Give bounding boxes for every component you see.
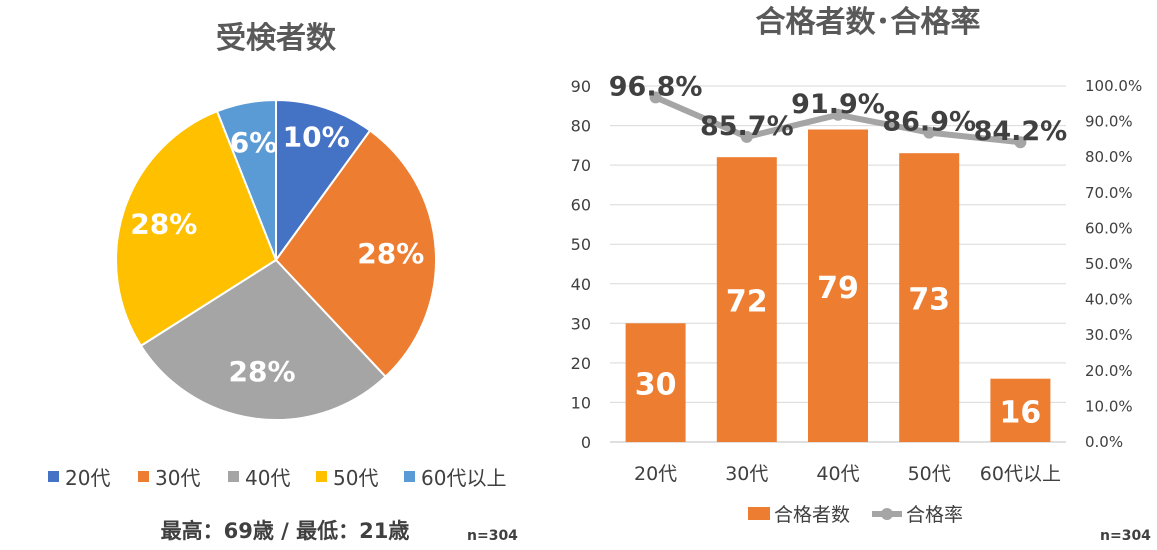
combo-rate-marker-4 — [923, 126, 936, 139]
combo-x-axis-ticks: 20代 30代 40代 50代 60代以上 — [634, 463, 1061, 485]
combo-bar-1 — [625, 323, 686, 442]
combo-right-axis-ticks: 0.0% 10.0% 20.0% 30.0% 40.0% 50.0% 60.0% 70.0% 8… — [1085, 77, 1142, 451]
combo-left-tick-8: 80 — [571, 117, 591, 136]
pie-legend-label-1: 20代 — [65, 466, 110, 490]
combo-legend-label-line: 合格率 — [906, 504, 963, 526]
combo-legend-swatch-marker — [881, 508, 893, 520]
combo-right-tick-5: 50.0% — [1085, 255, 1133, 273]
combo-x-tick-3: 40代 — [816, 463, 859, 485]
combo-x-tick-4: 50代 — [908, 463, 951, 485]
combo-rate-label-5: 84.2% — [974, 116, 1068, 147]
combo-rate-label-3: 91.9% — [791, 89, 885, 120]
pie-data-label-2: 28% — [357, 237, 424, 270]
combo-bar-5 — [990, 378, 1051, 442]
combo-rate-marker-2 — [740, 130, 753, 143]
pie-slice-3 — [139, 258, 387, 421]
combo-bar-label-2: 72 — [726, 285, 768, 320]
combo-left-tick-5: 50 — [571, 235, 591, 254]
combo-right-tick-3: 30.0% — [1085, 326, 1133, 344]
pie-n-label: n=304 — [467, 528, 518, 544]
pie-legend-label-3: 40代 — [245, 466, 290, 490]
combo-rate-label-1: 96.8% — [609, 71, 703, 102]
combo-bar-label-5: 16 — [1000, 395, 1042, 430]
combo-rate-label-4: 86.9% — [882, 107, 976, 138]
combo-right-tick-8: 80.0% — [1085, 148, 1133, 166]
pie-slice-1 — [275, 98, 372, 264]
combo-right-tick-9: 90.0% — [1085, 113, 1133, 131]
combo-bar-label-4: 73 — [908, 283, 950, 318]
combo-right-tick-7: 70.0% — [1085, 184, 1133, 202]
pie-data-labels: 10% 28% 28% 28% 6% — [130, 120, 424, 388]
combo-bar-4 — [899, 153, 960, 442]
pie-legend-label-2: 30代 — [155, 466, 200, 490]
combo-rate-marker-3 — [832, 108, 844, 121]
combo-rate-line: 96.8% 85.7%91.9%86.9%84.2% — [609, 71, 1068, 149]
combo-legend-swatch-bar — [748, 507, 770, 520]
pie-slice-2 — [274, 129, 437, 379]
combo-left-tick-7: 70 — [571, 156, 591, 175]
combo-left-tick-4: 40 — [571, 275, 591, 294]
combo-left-axis-ticks: 0 10 20 30 40 50 60 70 80 90 — [571, 77, 591, 452]
pie-data-label-1: 10% — [283, 120, 350, 153]
combo-rate-marker-1 — [649, 91, 662, 104]
combo-bar-label-3: 79 — [817, 271, 859, 306]
pie-footnote: 最高：69歳 / 最低：21歳 — [161, 519, 410, 543]
combo-right-tick-4: 40.0% — [1085, 291, 1133, 309]
combo-right-tick-10: 100.0% — [1085, 77, 1142, 95]
combo-x-tick-2: 30代 — [725, 463, 768, 485]
pie-legend-swatch-1 — [48, 471, 59, 482]
pie-chart-title: 受検者数 — [216, 21, 337, 56]
pie-legend-label-5: 60代以上 — [421, 466, 506, 490]
combo-chart-title: 合格者数･合格率 — [756, 5, 981, 40]
pie-legend-swatch-5 — [404, 471, 415, 482]
pie-legend-label-4: 50代 — [333, 466, 378, 490]
combo-left-tick-2: 20 — [571, 354, 591, 373]
pie-legend: 20代 30代 40代 50代 60代以上 — [48, 466, 506, 490]
combo-left-tick-0: 0 — [581, 433, 591, 452]
combo-left-tick-3: 30 — [571, 314, 591, 333]
combo-right-tick-0: 0.0% — [1085, 433, 1123, 451]
pie-data-label-3: 28% — [228, 355, 295, 388]
combo-x-tick-1: 20代 — [634, 463, 677, 485]
pie-data-label-5: 6% — [230, 126, 278, 159]
pie-legend-swatch-4 — [316, 471, 327, 482]
combo-left-tick-1: 10 — [571, 393, 591, 412]
combo-legend: 合格者数 合格率 — [748, 504, 963, 526]
pie-slice-5 — [215, 98, 277, 261]
combo-right-tick-6: 60.0% — [1085, 219, 1133, 237]
combo-bars: 30 72 79 73 16 — [625, 129, 1051, 442]
combo-rate-label-2: 85.7% — [700, 111, 794, 142]
combo-left-tick-9: 90 — [571, 77, 591, 96]
pie-legend-swatch-2 — [138, 471, 149, 482]
combo-bar-label-1: 30 — [635, 368, 677, 403]
combo-legend-label-bar: 合格者数 — [774, 504, 850, 526]
pie-chart — [115, 98, 437, 421]
pie-slice-4 — [115, 109, 278, 348]
combo-right-tick-1: 10.0% — [1085, 397, 1133, 415]
combo-x-tick-5: 60代以上 — [980, 463, 1061, 485]
pie-legend-swatch-3 — [228, 471, 239, 482]
combo-left-tick-6: 60 — [571, 196, 591, 215]
combo-rate-marker-5 — [1014, 136, 1027, 149]
combo-right-tick-2: 20.0% — [1085, 362, 1133, 380]
pie-data-label-4: 28% — [130, 208, 197, 241]
combo-n-label: n=304 — [1100, 528, 1151, 544]
combo-bar-2 — [716, 157, 777, 442]
combo-bar-3 — [808, 129, 868, 442]
